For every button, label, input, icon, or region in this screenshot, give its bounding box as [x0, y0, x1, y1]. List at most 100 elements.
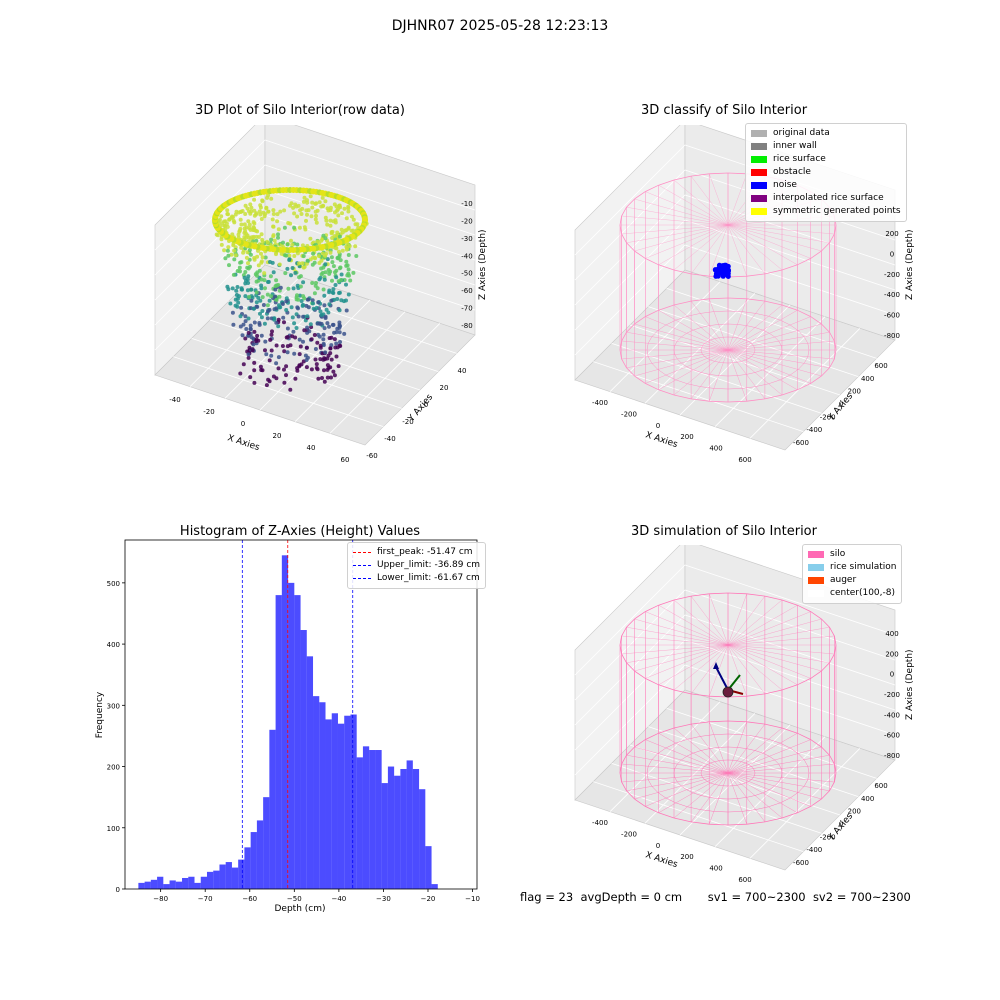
- raw-z-tick: -30: [461, 235, 472, 243]
- classify-silo-floor-spoke: [645, 316, 729, 351]
- raw-point: [262, 271, 267, 276]
- raw-point: [277, 294, 282, 299]
- histogram-bar: [394, 775, 401, 889]
- simulation-silo-floor-spoke: [727, 723, 766, 774]
- raw-point: [247, 248, 252, 252]
- raw-point: [248, 375, 253, 380]
- raw-point: [339, 227, 344, 232]
- raw-point: [249, 287, 254, 292]
- simulation-silo-floor-spoke: [727, 772, 766, 823]
- raw-point: [269, 237, 274, 242]
- raw-point: [219, 214, 224, 219]
- raw-point: [315, 321, 320, 326]
- raw-point: [219, 242, 224, 247]
- raw-point: [249, 205, 254, 210]
- classify-silo-floor-spoke: [727, 316, 811, 351]
- raw-point: [299, 212, 304, 216]
- x-tick-label: −20: [421, 895, 436, 903]
- raw-point: [301, 280, 306, 285]
- histogram-bar: [275, 595, 282, 889]
- simulation-silo-top-spoke: [727, 644, 822, 672]
- legend-swatch: [751, 143, 767, 150]
- raw-z-tick: -70: [461, 305, 472, 313]
- raw-point: [338, 340, 342, 344]
- histogram-bar: [219, 864, 226, 889]
- legend-label: Upper_limit: -36.89 cm: [377, 560, 481, 570]
- simulation-z-tick: 200: [885, 650, 898, 658]
- histogram-bar: [344, 715, 351, 889]
- simulation-y-tick: -400: [806, 846, 822, 854]
- legend-swatch: [751, 195, 767, 202]
- simulation-silo-floor-spoke: [645, 772, 729, 807]
- raw-point: [276, 355, 281, 360]
- simulation-silo-top-spoke: [727, 618, 822, 646]
- simulation-silo-wireframe: [619, 592, 837, 826]
- raw-point: [287, 253, 292, 258]
- raw-point: [286, 221, 291, 225]
- raw-point: [289, 305, 294, 310]
- simulation-silo-floor-spoke: [727, 746, 822, 774]
- histogram-bar: [400, 768, 407, 889]
- simulation-silo-top-spoke: [727, 644, 835, 655]
- raw-point: [264, 352, 269, 357]
- raw-point: [285, 335, 290, 339]
- raw-point: [231, 218, 236, 223]
- raw-point: [258, 212, 263, 217]
- legend-item: first_peak: -51.47 cm: [353, 546, 480, 559]
- raw-point: [274, 320, 279, 325]
- classify-silo-wireframe: [619, 172, 837, 403]
- raw-point: [276, 227, 281, 232]
- legend-swatch: [808, 551, 824, 558]
- classify-plot-title: 3D classify of Silo Interior: [640, 103, 808, 118]
- raw-point: [313, 201, 318, 206]
- raw-point: [239, 260, 244, 265]
- raw-point: [226, 287, 231, 292]
- raw-point: [235, 304, 240, 309]
- raw-point: [328, 365, 333, 370]
- raw-point: [222, 219, 227, 224]
- raw-point: [310, 200, 315, 205]
- histogram-legend: first_peak: -51.47 cm Upper_limit: -36.89…: [347, 542, 487, 589]
- classify-y-tick: 400: [861, 375, 874, 383]
- raw-z-tick: -50: [461, 270, 472, 278]
- raw-point: [323, 253, 328, 258]
- raw-point: [353, 222, 358, 227]
- raw-point: [325, 375, 330, 380]
- legend-label: interpolated rice surface: [773, 193, 884, 203]
- simulation-x-tick: 200: [680, 853, 693, 861]
- raw-point: [297, 261, 302, 266]
- raw-point: [282, 320, 286, 325]
- raw-point: [311, 306, 316, 311]
- legend-label: first_peak: -51.47 cm: [377, 547, 473, 557]
- histogram-threshold-lines: [241, 540, 354, 889]
- legend-label: obstacle: [773, 167, 811, 177]
- raw-point: [277, 303, 281, 308]
- raw-point: [339, 272, 344, 277]
- raw-point: [265, 195, 270, 200]
- raw-point: [252, 360, 257, 365]
- raw-point: [342, 206, 347, 211]
- legend-item: obstacle: [751, 166, 901, 179]
- histogram-title: Histogram of Z-Axies (Height) Values: [179, 524, 421, 539]
- x-tick-label: −30: [376, 895, 391, 903]
- classify-silo-floor-spoke: [626, 332, 729, 351]
- raw-point: [267, 358, 272, 363]
- auger-center: [722, 686, 734, 698]
- raw-point: [235, 296, 240, 301]
- grid-line: [154, 164, 266, 276]
- raw-point: [253, 272, 258, 277]
- raw-point: [238, 217, 243, 222]
- classify-silo-floor-spoke: [634, 323, 729, 351]
- raw-point: [274, 297, 279, 302]
- raw-point: [276, 232, 280, 237]
- raw-point: [248, 323, 253, 328]
- raw-point: [299, 299, 304, 303]
- raw-point: [323, 314, 328, 319]
- histogram-bar: [175, 881, 183, 889]
- classify-silo-floor-spoke: [645, 349, 729, 384]
- grid-line: [684, 614, 896, 686]
- simulation-silo-floor-spoke: [727, 755, 830, 774]
- raw-point: [296, 314, 301, 319]
- raw-point: [298, 274, 303, 279]
- raw-point: [230, 310, 235, 315]
